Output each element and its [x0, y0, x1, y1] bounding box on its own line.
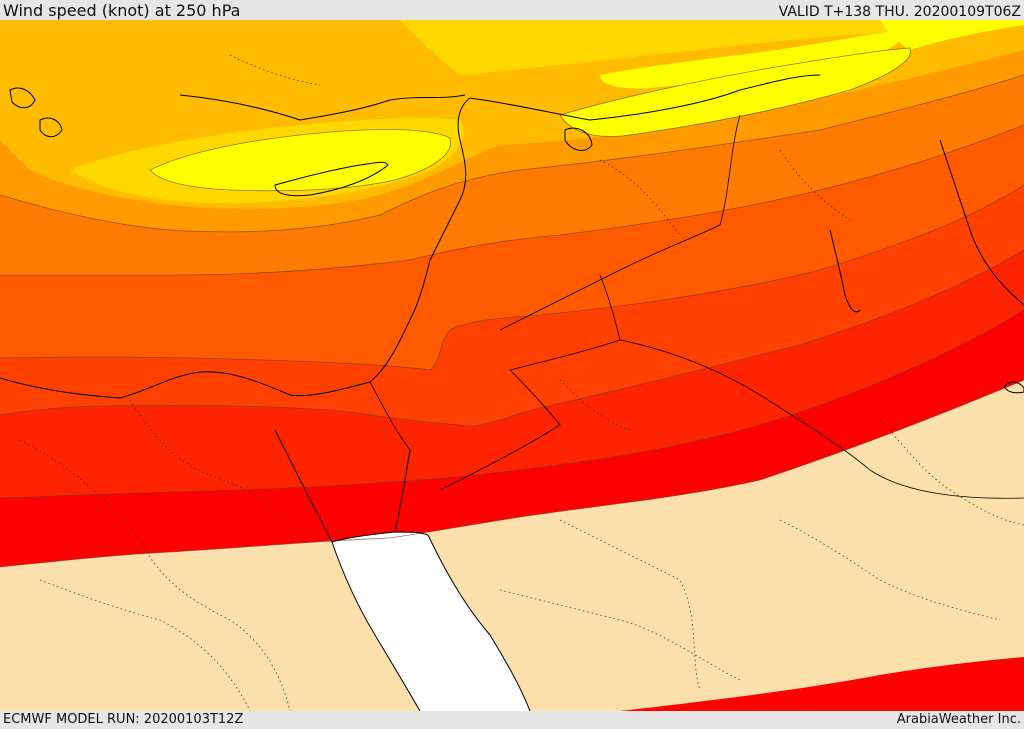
header-bar: Wind speed (knot) at 250 hPa VALID T+138…	[0, 0, 1024, 20]
valid-time: VALID T+138 THU. 20200109T06Z	[778, 4, 1021, 20]
band-yellow-east	[560, 48, 911, 137]
country-borders	[369, 114, 1024, 499]
band-red-southeast	[620, 657, 1024, 711]
islands	[9, 87, 1024, 394]
red-sea	[332, 532, 530, 711]
map-title: Wind speed (knot) at 250 hPa	[3, 1, 241, 20]
model-run: ECMWF MODEL RUN: 20200103T12Z	[3, 712, 244, 727]
band-gold	[400, 20, 1024, 75]
provider-credit: ArabiaWeather Inc.	[896, 712, 1021, 727]
wind-speed-bands	[0, 20, 1024, 711]
band-yellow-northeast	[880, 20, 1024, 50]
footer-bar: ECMWF MODEL RUN: 20200103T12Z ArabiaWeat…	[0, 711, 1024, 729]
band-yellow-west	[150, 129, 451, 191]
contour-lines	[0, 47, 1024, 568]
coastlines	[0, 74, 1024, 711]
wind-speed-map[interactable]	[0, 20, 1024, 711]
band-yellow-north	[600, 30, 905, 89]
province-borders	[19, 54, 1024, 711]
